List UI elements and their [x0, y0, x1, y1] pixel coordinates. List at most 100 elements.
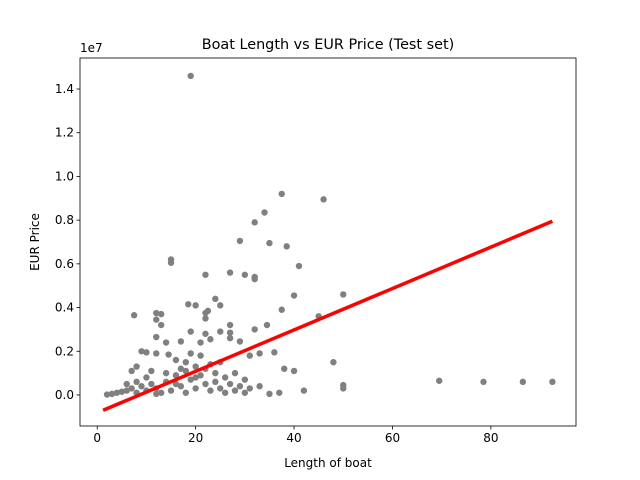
plot-frame: [79, 57, 577, 427]
scatter-point: [202, 380, 209, 388]
scatter-point: [263, 321, 271, 329]
scatter-point: [340, 385, 347, 392]
scatter-point: [251, 326, 258, 333]
scatter-point: [226, 269, 234, 276]
scatter-point: [138, 383, 145, 390]
scatter-point: [266, 390, 273, 398]
scatter-point: [266, 239, 273, 247]
scatter-point: [197, 339, 204, 346]
x-tick-label: 80: [483, 431, 498, 445]
scatter-point: [241, 271, 249, 278]
scatter-point: [251, 275, 258, 283]
y-tick-label: 1.2: [55, 126, 74, 140]
scatter-point: [436, 377, 443, 384]
y-tick-label: 1.4: [55, 82, 74, 96]
scatter-point: [192, 385, 199, 392]
scatter-point: [207, 387, 214, 394]
scatter-point: [246, 385, 253, 392]
y-axis-label: EUR Price: [28, 213, 42, 271]
scatter-point: [192, 374, 199, 381]
scatter-point: [157, 321, 165, 329]
scatter-point: [162, 339, 170, 346]
regression-line: [102, 219, 554, 412]
scatter-point: [113, 389, 121, 396]
scatter-point: [217, 302, 224, 309]
scatter-point: [226, 380, 234, 388]
scatter-point: [241, 389, 249, 396]
scatter-point: [138, 348, 145, 355]
scatter-point: [133, 363, 140, 370]
scatter-point: [177, 365, 185, 372]
scatter-point: [143, 349, 150, 356]
scatter-point: [202, 315, 209, 322]
scatter-point: [187, 376, 194, 383]
scatter-point: [207, 336, 214, 343]
chart-title: Boat Length vs EUR Price (Test set): [202, 37, 455, 53]
scatter-point: [187, 350, 194, 357]
x-tick-label: 40: [286, 431, 301, 445]
scatter-point: [256, 383, 263, 390]
scatter-point: [182, 367, 189, 375]
scatter-point: [480, 378, 487, 386]
scatter-point: [278, 306, 285, 313]
scatter-point: [197, 352, 204, 359]
scatter-point: [177, 338, 185, 345]
scatter-point: [236, 383, 244, 390]
scatter-point: [226, 321, 234, 329]
scatter-point: [340, 291, 347, 298]
scatter-point: [283, 243, 290, 250]
x-tick-label: 0: [93, 431, 101, 445]
scatter-point: [212, 369, 219, 377]
y-tick-label: 0.0: [55, 388, 74, 402]
scatter-point: [103, 391, 111, 398]
scatter-point: [212, 295, 219, 303]
scatter-point: [231, 387, 239, 394]
y-tick-label: 1.0: [55, 169, 74, 183]
scatter-point: [153, 309, 160, 317]
scatter-point: [185, 301, 192, 308]
scatter-point: [221, 389, 229, 396]
scatter-point: [128, 385, 135, 392]
y-offset-label: 1e7: [80, 41, 103, 55]
scatter-point: [192, 363, 199, 370]
scatter-point: [123, 380, 130, 388]
scatter-point: [276, 389, 283, 396]
scatter-point: [226, 329, 234, 336]
scatter-point: [290, 292, 298, 299]
scatter-point: [172, 380, 180, 388]
scatter-point: [300, 387, 308, 394]
scatter-point: [202, 271, 209, 278]
scatter-point: [148, 367, 155, 375]
scatter-point: [153, 390, 160, 398]
scatter-point: [167, 387, 175, 394]
scatter-point: [549, 378, 556, 386]
scatter-point: [177, 383, 185, 390]
scatter-point: [157, 389, 165, 396]
scatter-point: [295, 262, 303, 270]
scatter-point: [330, 358, 337, 366]
scatter-point: [217, 385, 224, 392]
scatter-point: [167, 259, 175, 266]
scatter-point: [153, 316, 160, 323]
scatter-point: [320, 196, 327, 203]
scatter-point: [182, 389, 189, 396]
scatter-point: [157, 310, 165, 318]
scatter-point: [197, 372, 204, 379]
scatter-point: [118, 388, 126, 395]
scatter-point: [130, 312, 138, 319]
scatter-point: [256, 350, 263, 357]
scatter-point: [231, 369, 239, 377]
scatter-point: [202, 330, 209, 337]
y-tick-label: 0.8: [55, 213, 74, 227]
scatter-point: [165, 351, 172, 358]
scatter-point: [281, 365, 288, 372]
scatter-point: [241, 376, 249, 383]
scatter-point: [519, 378, 527, 386]
y-tick-label: 0.4: [55, 301, 74, 315]
x-tick-label: 60: [385, 431, 400, 445]
scatter-point: [212, 378, 219, 386]
scatter-point: [182, 358, 189, 366]
scatter-point: [271, 349, 278, 356]
scatter-point: [148, 380, 155, 388]
